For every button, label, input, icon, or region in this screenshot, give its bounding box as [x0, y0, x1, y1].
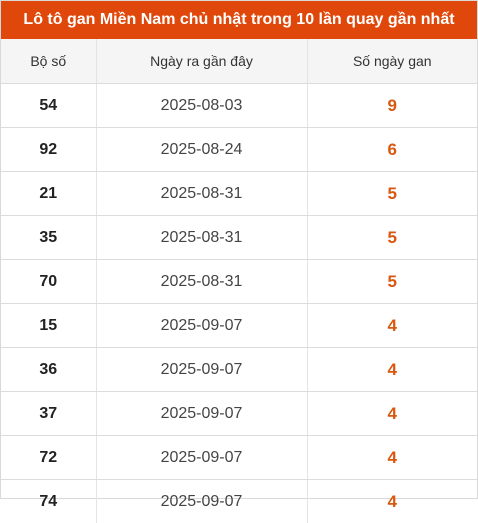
header-row: Bộ số Ngày ra gần đây Số ngày gan: [1, 39, 477, 84]
table-title: Lô tô gan Miền Nam chủ nhật trong 10 lần…: [1, 1, 477, 39]
table-row: 70 2025-08-31 5: [1, 260, 477, 304]
cell-number: 35: [1, 216, 96, 260]
cell-date: 2025-08-31: [96, 172, 307, 216]
table-row: 74 2025-09-07 4: [1, 480, 477, 523]
cell-number: 54: [1, 84, 96, 128]
cell-days: 4: [307, 392, 477, 436]
table-header: Bộ số Ngày ra gần đây Số ngày gan: [1, 39, 477, 84]
cell-date: 2025-08-24: [96, 128, 307, 172]
table-row: 72 2025-09-07 4: [1, 436, 477, 480]
table-body: 54 2025-08-03 9 92 2025-08-24 6 21 2025-…: [1, 84, 477, 523]
cell-days: 4: [307, 348, 477, 392]
cell-days: 9: [307, 84, 477, 128]
cell-number: 37: [1, 392, 96, 436]
cell-date: 2025-09-07: [96, 348, 307, 392]
lo-gan-table-panel: Lô tô gan Miền Nam chủ nhật trong 10 lần…: [0, 0, 478, 499]
column-header-date: Ngày ra gần đây: [96, 39, 307, 84]
table-row: 21 2025-08-31 5: [1, 172, 477, 216]
cell-number: 36: [1, 348, 96, 392]
cell-date: 2025-09-07: [96, 392, 307, 436]
cell-days: 5: [307, 172, 477, 216]
cell-number: 21: [1, 172, 96, 216]
table-row: 92 2025-08-24 6: [1, 128, 477, 172]
cell-days: 4: [307, 436, 477, 480]
cell-number: 15: [1, 304, 96, 348]
cell-date: 2025-09-07: [96, 480, 307, 523]
column-header-days: Số ngày gan: [307, 39, 477, 84]
cell-number: 72: [1, 436, 96, 480]
table-row: 15 2025-09-07 4: [1, 304, 477, 348]
cell-number: 74: [1, 480, 96, 523]
cell-date: 2025-08-31: [96, 260, 307, 304]
cell-number: 70: [1, 260, 96, 304]
cell-date: 2025-08-31: [96, 216, 307, 260]
table-row: 35 2025-08-31 5: [1, 216, 477, 260]
cell-days: 4: [307, 480, 477, 523]
cell-date: 2025-08-03: [96, 84, 307, 128]
cell-days: 5: [307, 260, 477, 304]
table-row: 54 2025-08-03 9: [1, 84, 477, 128]
lo-gan-table: Bộ số Ngày ra gần đây Số ngày gan 54 202…: [1, 39, 477, 523]
table-row: 36 2025-09-07 4: [1, 348, 477, 392]
column-header-number: Bộ số: [1, 39, 96, 84]
cell-date: 2025-09-07: [96, 304, 307, 348]
cell-number: 92: [1, 128, 96, 172]
cell-days: 4: [307, 304, 477, 348]
cell-days: 6: [307, 128, 477, 172]
cell-days: 5: [307, 216, 477, 260]
table-row: 37 2025-09-07 4: [1, 392, 477, 436]
cell-date: 2025-09-07: [96, 436, 307, 480]
